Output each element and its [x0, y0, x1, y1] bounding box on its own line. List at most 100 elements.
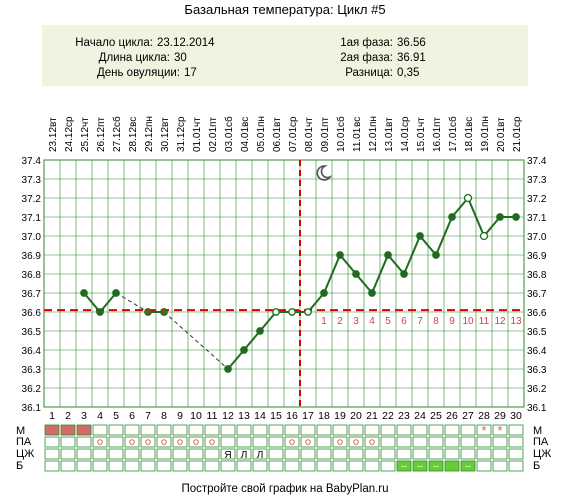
- table-cell: [460, 460, 476, 472]
- table-cell: [268, 436, 284, 448]
- table-cell: [156, 436, 172, 448]
- temp-point: [256, 327, 264, 335]
- luteal-day-number: 13: [510, 316, 522, 327]
- cycle-day-label: 8: [161, 410, 167, 422]
- pa-mark: [305, 439, 311, 445]
- temp-point: [320, 289, 328, 297]
- cycle-day-label: 15: [270, 410, 282, 422]
- cycle-day-label: 13: [238, 410, 250, 422]
- y-tick-label-right: 37.3: [527, 175, 547, 186]
- temp-segment: [323, 254, 341, 294]
- date-label: 30.12: [160, 127, 171, 152]
- temp-segment: [307, 292, 325, 313]
- table-cell: [492, 460, 508, 472]
- y-tick-label-right: 36.9: [527, 251, 547, 262]
- table-cell: [140, 448, 156, 460]
- table-cell: [284, 436, 300, 448]
- cycle-day-label: 6: [129, 410, 135, 422]
- pa-mark: [161, 439, 167, 445]
- table-cell: [508, 436, 524, 448]
- temp-segment: [339, 254, 357, 275]
- date-label: 14.01: [400, 127, 411, 152]
- table-cell: [396, 424, 412, 436]
- temp-point: [479, 231, 489, 241]
- date-label: 13.01: [384, 127, 395, 152]
- table-cell: [300, 448, 316, 460]
- cycle-day-label: 19: [334, 410, 346, 422]
- table-cell: [332, 436, 348, 448]
- table-cell: [476, 460, 492, 472]
- chart-title: Базальная температура: Цикл #5: [184, 2, 385, 17]
- luteal-day-number: 7: [417, 316, 423, 327]
- cycle-day-label: 29: [494, 410, 506, 422]
- table-cell: [316, 460, 332, 472]
- weekday-label: пт: [96, 117, 107, 127]
- weekday-label: вт: [160, 117, 171, 127]
- weekday-label: вс: [128, 117, 139, 127]
- temp-segment: [435, 216, 453, 256]
- table-cell: [444, 436, 460, 448]
- date-label: 24.12: [64, 127, 75, 152]
- date-label: 31.12: [176, 127, 187, 152]
- weekday-label: пт: [432, 117, 443, 127]
- table-cell: [364, 448, 380, 460]
- date-label: 10.01: [336, 127, 347, 152]
- temp-point: [400, 270, 408, 278]
- table-cell: [348, 436, 364, 448]
- weekday-label: вс: [240, 117, 251, 127]
- temp-segment: [387, 254, 405, 275]
- info-label-ovulation-day: День овуляции:: [97, 67, 180, 79]
- table-cell: [236, 424, 252, 436]
- pa-mark: [369, 439, 375, 445]
- table-cell: [108, 460, 124, 472]
- date-label: 05.01: [256, 127, 267, 152]
- weekday-label: чт: [304, 117, 315, 127]
- date-label: 18.01: [464, 127, 475, 152]
- table-cell: [108, 448, 124, 460]
- table-cell: [348, 448, 364, 460]
- table-cell: [284, 424, 300, 436]
- table-cell: [492, 448, 508, 460]
- table-cell: [76, 424, 92, 436]
- cycle-day-label: 24: [414, 410, 426, 422]
- y-tick-label-right: 36.2: [527, 384, 547, 395]
- temp-gap-segment: [163, 311, 229, 370]
- row-label-pa-right: ПА: [533, 436, 549, 448]
- table-cell: [44, 424, 60, 436]
- date-label: 06.01: [272, 127, 283, 152]
- date-label: 23.12: [48, 127, 59, 152]
- weekday-label: вс: [464, 117, 475, 127]
- temp-point: [432, 251, 440, 259]
- table-cell: [316, 436, 332, 448]
- weekday-label: ср: [512, 116, 523, 127]
- table-cell: [284, 448, 300, 460]
- cycle-day-label: 5: [113, 410, 119, 422]
- temp-segment: [355, 273, 373, 294]
- table-cell: [300, 460, 316, 472]
- date-label: 20.01: [496, 127, 507, 152]
- cervical-mark: Л: [241, 450, 248, 461]
- date-label: 21.01: [512, 127, 523, 152]
- y-tick-label-left: 36.6: [22, 308, 42, 319]
- info-label-phase-1: 1ая фаза:: [340, 37, 393, 49]
- table-cell: [428, 460, 444, 472]
- weekday-label: сб: [223, 116, 235, 127]
- table-cell: [316, 448, 332, 460]
- date-label: 01.01: [192, 127, 203, 152]
- weekday-label: вт: [384, 117, 395, 127]
- table-cell: [444, 424, 460, 436]
- weekday-label: сб: [111, 116, 123, 127]
- cycle-day-label: 26: [446, 410, 458, 422]
- luteal-day-number: 2: [337, 316, 343, 327]
- table-cell: [444, 460, 460, 472]
- table-cell: [364, 436, 380, 448]
- table-cell: [124, 436, 140, 448]
- table-cell: [124, 448, 140, 460]
- y-tick-label-right: 37.1: [527, 213, 547, 224]
- temp-point: [112, 289, 120, 297]
- table-cell: [204, 460, 220, 472]
- table-cell: [316, 424, 332, 436]
- table-cell: [188, 424, 204, 436]
- table-cell: [396, 436, 412, 448]
- weekday-label: ср: [288, 116, 299, 127]
